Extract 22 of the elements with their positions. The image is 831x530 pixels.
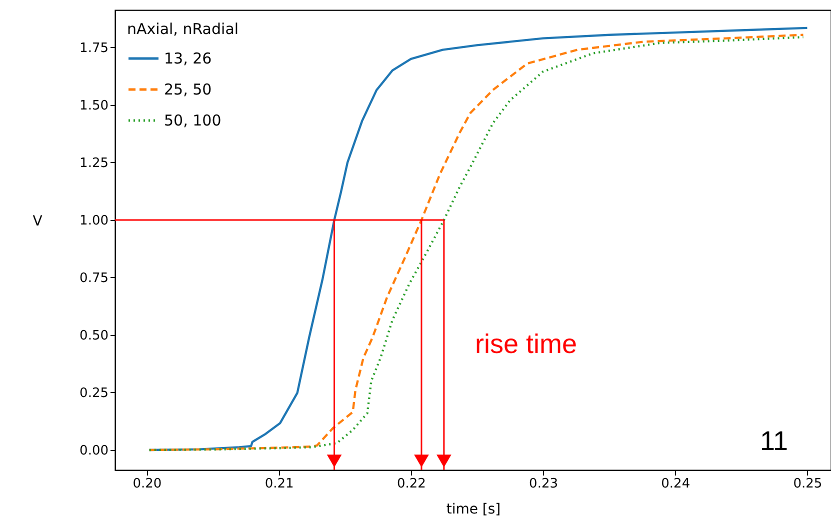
y-tick-label: 1.25	[80, 156, 108, 171]
x-tick-label: 0.25	[793, 476, 822, 492]
x-tick-label: 0.21	[264, 476, 294, 492]
annotation: 11	[760, 426, 788, 456]
y-tick-label: 1.50	[80, 98, 108, 114]
x-tick-label: 0.20	[132, 476, 162, 492]
x-tick-label: 0.22	[396, 476, 426, 492]
y-tick-label: 0.75	[80, 270, 108, 286]
legend-label: 13, 26	[164, 50, 212, 68]
y-tick-label: 0.25	[80, 386, 108, 401]
y-axis-title: V	[32, 214, 43, 230]
y-tick-label: 1.75	[80, 40, 108, 56]
y-tick-label: 0.50	[80, 328, 108, 344]
x-tick-label: 0.24	[661, 476, 690, 492]
legend-title: nAxial, nRadial	[127, 20, 239, 38]
y-tick-label: 1.00	[80, 213, 108, 228]
legend-label: 50, 100	[164, 112, 222, 130]
x-axis-title: time [s]	[446, 502, 501, 518]
annotation: rise time	[475, 329, 578, 359]
y-tick-label: 0.00	[80, 443, 108, 458]
x-tick-label: 0.23	[529, 476, 558, 492]
legend-label: 25, 50	[164, 80, 212, 98]
